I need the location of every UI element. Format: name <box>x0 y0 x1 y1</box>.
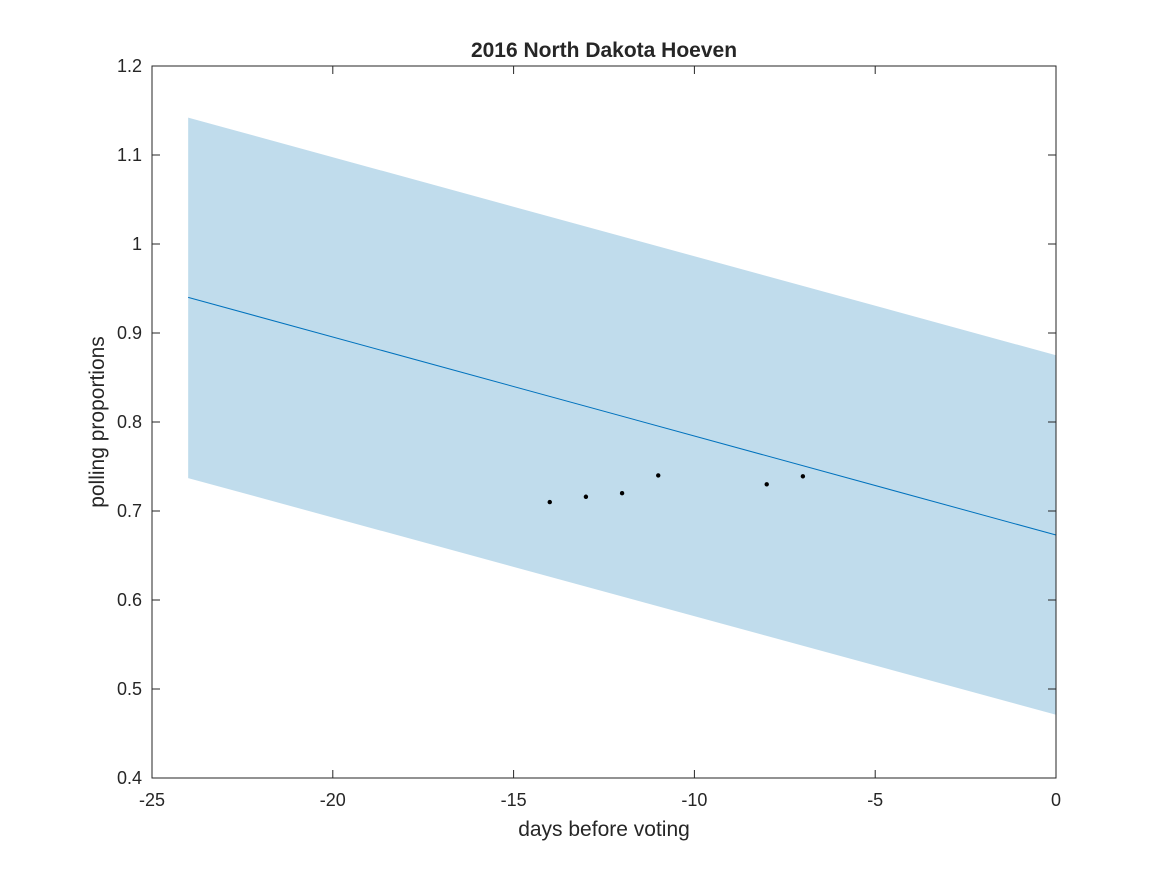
data-point <box>764 482 769 487</box>
y-axis-label: polling proportions <box>86 336 109 508</box>
y-tick-label: 0.9 <box>117 323 142 343</box>
x-tick-label: 0 <box>1051 790 1061 810</box>
data-points <box>547 473 806 505</box>
axis-ticks: -25 -20 -15 -10 -5 0 0.4 0.5 0.6 0.7 0.8 0.9 1 1.1 1.2 <box>117 56 1061 810</box>
data-point <box>583 494 589 499</box>
data-point <box>800 474 806 479</box>
x-tick-label: -5 <box>867 790 883 810</box>
x-axis-label: days before voting <box>518 818 690 841</box>
y-tick-label: 0.6 <box>117 590 142 610</box>
data-point <box>656 473 661 478</box>
fit-line <box>188 296 1057 536</box>
y-tick-label: 0.4 <box>117 768 142 788</box>
y-tick-label: 1 <box>132 234 142 254</box>
data-point <box>619 491 625 496</box>
y-tick-label: 0.7 <box>117 501 142 521</box>
x-tick-label: -15 <box>501 790 527 810</box>
y-tick-label: 1.2 <box>117 56 142 76</box>
x-tick-label: -10 <box>681 790 707 810</box>
y-tick-label: 0.5 <box>117 679 142 699</box>
x-tick-label: -25 <box>139 790 165 810</box>
data-point <box>547 499 552 505</box>
x-tick-label: -20 <box>320 790 346 810</box>
y-tick-label: 1.1 <box>117 145 142 165</box>
chart-title: 2016 North Dakota Hoeven <box>471 39 737 62</box>
y-tick-label: 0.8 <box>117 412 142 432</box>
